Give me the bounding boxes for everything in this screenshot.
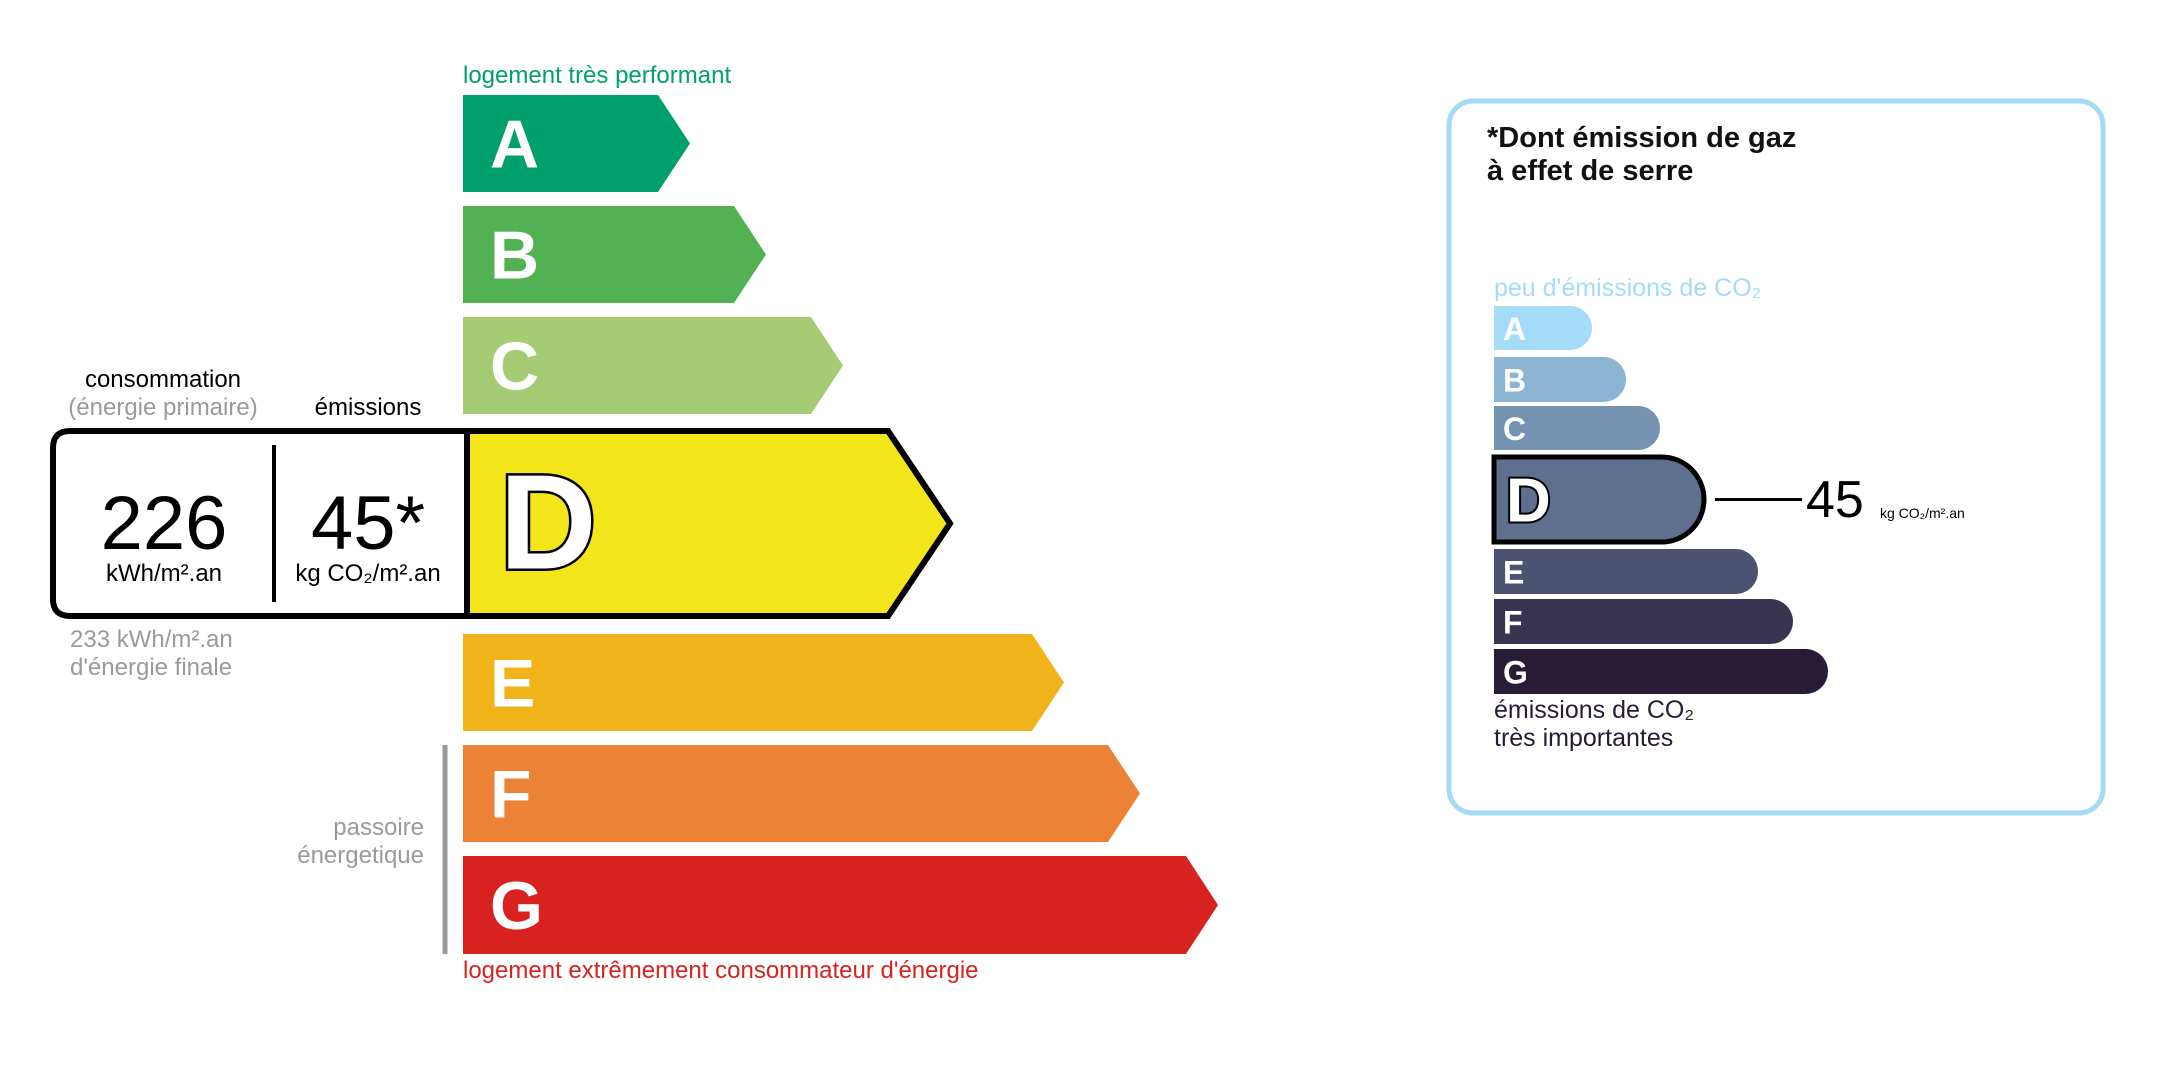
ghg-class-bar-D xyxy=(1491,454,1707,545)
energy-class-letter: F xyxy=(490,757,532,833)
ghg-unit: kg CO₂/m².an xyxy=(1880,505,1965,521)
ghg-title-1: *Dont émission de gaz xyxy=(1487,122,1797,154)
energy-class-arrow-F xyxy=(463,745,1140,842)
emissions-unit: kg CO₂/m².an xyxy=(295,560,441,587)
ghg-class-bar-F xyxy=(1494,599,1793,644)
ghg-class-bar-C xyxy=(1494,406,1660,450)
ghg-bottom-label-1: émissions de CO₂ xyxy=(1494,696,1695,724)
energy-class-arrow-G xyxy=(463,856,1218,954)
passoire-label-1: passoire xyxy=(333,814,424,841)
ghg-class-letter: E xyxy=(1503,555,1524,591)
ghg-class-letter: G xyxy=(1503,655,1528,691)
ghg-class-bar-B xyxy=(1494,357,1627,402)
energy-class-arrow-B xyxy=(463,206,766,303)
ghg-class-letter: F xyxy=(1503,605,1523,641)
ghg-value: 45 xyxy=(1806,471,1864,529)
consumption-header: consommation xyxy=(84,366,242,393)
energy-class-arrow-A xyxy=(463,95,690,192)
consumption-value: 226 xyxy=(100,481,228,566)
ghg-class-letter: D xyxy=(1506,467,1551,536)
energy-class-letter: B xyxy=(490,218,539,294)
ghg-title-2: à effet de serre xyxy=(1487,155,1694,187)
energy-class-arrow-E xyxy=(463,634,1064,731)
energy-class-letter: C xyxy=(490,329,539,405)
ghg-class-bar-E xyxy=(1494,549,1759,594)
consumption-unit: kWh/m².an xyxy=(105,560,223,587)
energy-class-arrow-C xyxy=(463,317,843,414)
ghg-class-bar-A xyxy=(1494,306,1592,350)
final-energy-value: 233 kWh/m².an xyxy=(70,626,233,653)
energy-class-letter: A xyxy=(490,107,539,183)
energy-class-arrow-D xyxy=(464,428,954,619)
energy-class-letter: G xyxy=(490,868,543,944)
emissions-header: émissions xyxy=(314,394,422,421)
ghg-class-letter: C xyxy=(1503,411,1526,447)
ghg-bottom-label-2: très importantes xyxy=(1494,724,1674,752)
ghg-class-letter: A xyxy=(1503,311,1526,347)
ghg-panel-border xyxy=(1446,98,2106,816)
passoire-label-2: énergetique xyxy=(297,842,424,869)
final-energy-label: d'énergie finale xyxy=(70,654,233,681)
energy-bottom-label: logement extrêmement consommateur d'éner… xyxy=(463,957,979,984)
ghg-class-letter: B xyxy=(1503,363,1526,399)
consumption-subheader: (énergie primaire) xyxy=(68,394,258,421)
emissions-value: 45* xyxy=(310,481,426,566)
ghg-top-label: peu d'émissions de CO₂ xyxy=(1494,274,1762,302)
energy-class-letter: E xyxy=(490,646,535,722)
ghg-class-bar-G xyxy=(1494,649,1828,694)
energy-top-label: logement très performant xyxy=(463,62,732,89)
energy-class-letter: D xyxy=(499,447,597,598)
